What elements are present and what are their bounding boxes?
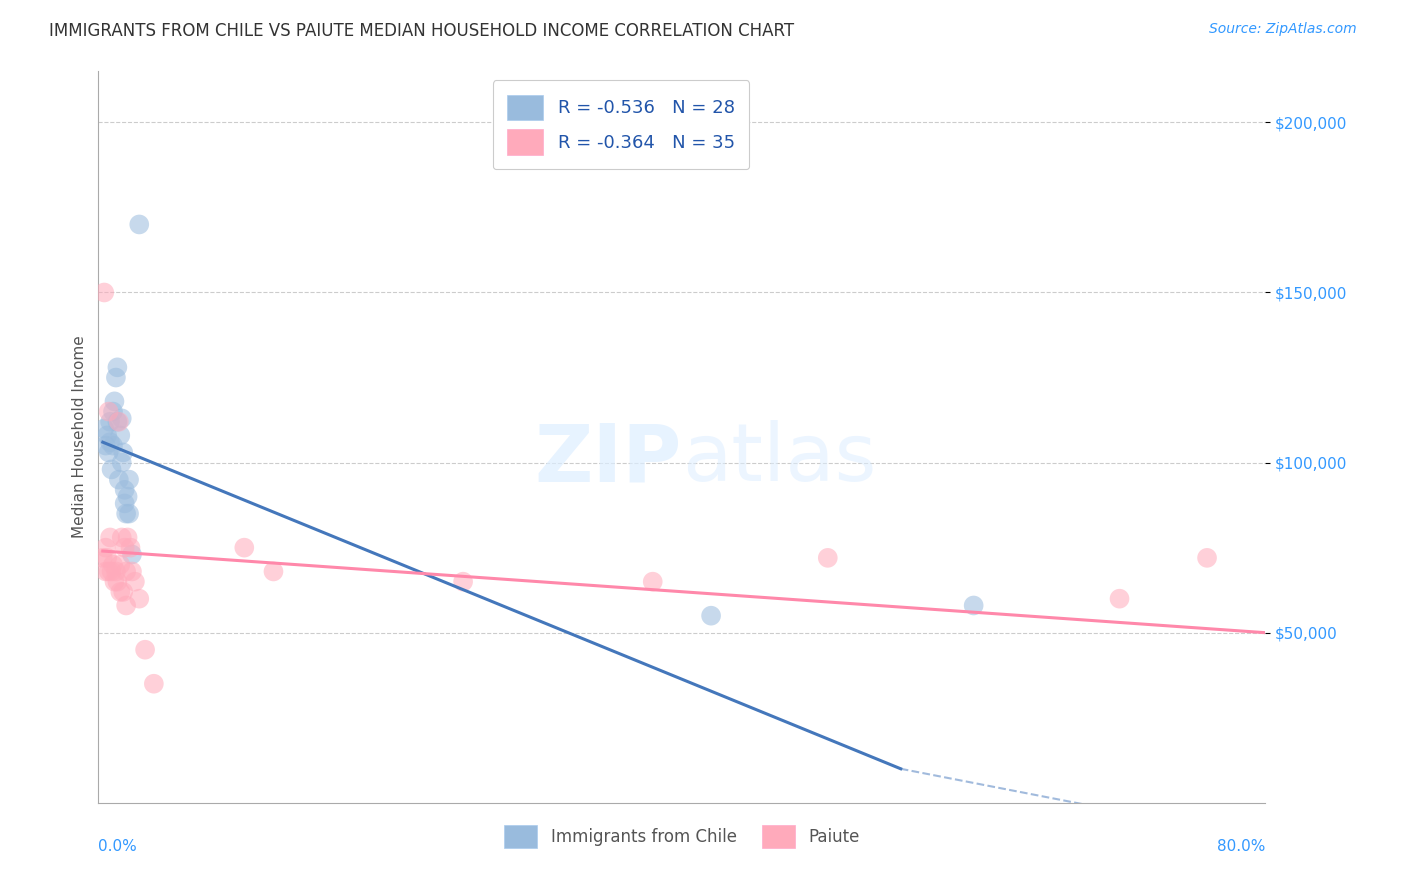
Point	[262, 565, 284, 579]
Point	[700, 608, 723, 623]
Point	[114, 496, 136, 510]
Point	[111, 411, 134, 425]
Point	[115, 507, 138, 521]
Point	[94, 439, 117, 453]
Point	[110, 585, 132, 599]
Point	[105, 415, 128, 429]
Point	[98, 435, 121, 450]
Text: Source: ZipAtlas.com: Source: ZipAtlas.com	[1209, 22, 1357, 37]
Point	[114, 483, 136, 497]
Point	[97, 565, 120, 579]
Y-axis label: Median Household Income: Median Household Income	[72, 335, 87, 539]
Point	[111, 456, 134, 470]
Text: 80.0%: 80.0%	[1218, 839, 1265, 855]
Point	[118, 507, 141, 521]
Point	[108, 415, 131, 429]
Point	[112, 445, 135, 459]
Point	[104, 565, 127, 579]
Point	[115, 565, 138, 579]
Point	[103, 394, 125, 409]
Point	[641, 574, 664, 589]
Point	[111, 531, 134, 545]
Point	[98, 415, 121, 429]
Point	[110, 558, 132, 572]
Point	[101, 404, 124, 418]
Point	[1195, 550, 1218, 565]
Point	[962, 599, 984, 613]
Point	[117, 490, 139, 504]
Point	[104, 370, 127, 384]
Text: 0.0%: 0.0%	[98, 839, 138, 855]
Text: atlas: atlas	[682, 420, 876, 498]
Point	[114, 541, 136, 555]
Point	[94, 541, 117, 555]
Point	[134, 642, 156, 657]
Point	[117, 531, 139, 545]
Point	[1108, 591, 1130, 606]
Point	[817, 550, 839, 565]
Point	[97, 445, 120, 459]
Point	[100, 565, 122, 579]
Point	[451, 574, 474, 589]
Point	[93, 285, 115, 300]
Point	[105, 574, 128, 589]
Point	[110, 428, 132, 442]
Point	[94, 565, 117, 579]
Text: IMMIGRANTS FROM CHILE VS PAIUTE MEDIAN HOUSEHOLD INCOME CORRELATION CHART: IMMIGRANTS FROM CHILE VS PAIUTE MEDIAN H…	[49, 22, 794, 40]
Point	[93, 421, 115, 435]
Point	[121, 565, 143, 579]
Point	[103, 574, 125, 589]
Point	[121, 548, 143, 562]
Point	[91, 550, 114, 565]
Point	[112, 585, 135, 599]
Point	[98, 531, 121, 545]
Point	[105, 360, 128, 375]
Point	[96, 550, 118, 565]
Point	[124, 574, 146, 589]
Point	[101, 439, 124, 453]
Point	[101, 558, 124, 572]
Point	[115, 599, 138, 613]
Point	[142, 677, 165, 691]
Text: ZIP: ZIP	[534, 420, 682, 498]
Point	[118, 473, 141, 487]
Point	[128, 218, 150, 232]
Point	[120, 541, 142, 555]
Legend: Immigrants from Chile, Paiute: Immigrants from Chile, Paiute	[496, 816, 868, 856]
Point	[96, 428, 118, 442]
Point	[233, 541, 256, 555]
Point	[97, 404, 120, 418]
Point	[128, 591, 150, 606]
Point	[100, 462, 122, 476]
Point	[108, 473, 131, 487]
